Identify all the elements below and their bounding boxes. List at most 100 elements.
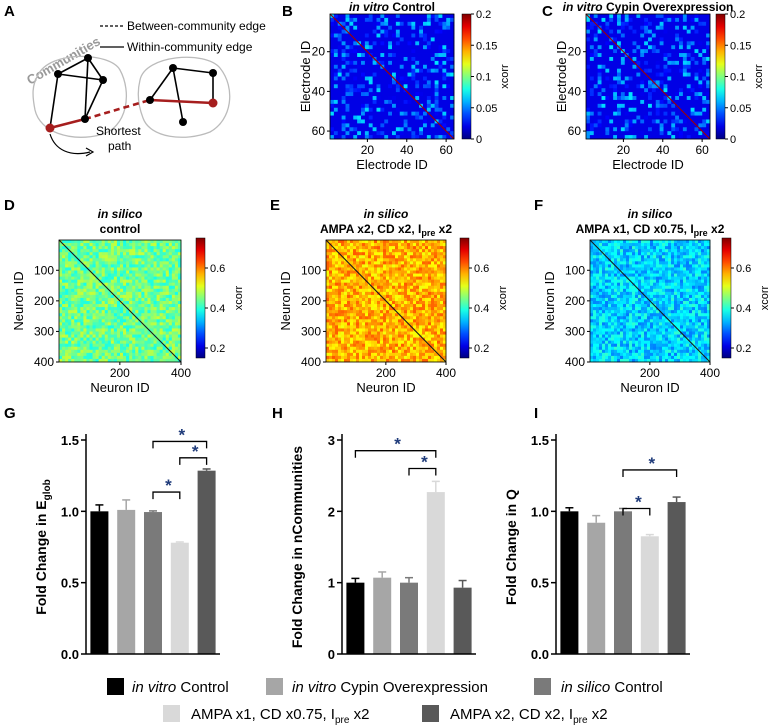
heatmap-cell xyxy=(344,255,348,259)
heatmap-cell xyxy=(353,68,358,73)
heatmap-cell xyxy=(419,313,423,317)
heatmap-cell xyxy=(162,346,167,351)
heatmap-cell xyxy=(392,258,396,262)
heatmap-cell xyxy=(431,243,435,247)
heatmap-cell xyxy=(147,267,151,271)
heatmap-cell xyxy=(126,261,130,265)
heatmap-cell xyxy=(675,49,680,54)
heatmap-cell xyxy=(388,99,393,105)
heatmap-cell xyxy=(98,316,102,320)
heatmap-cell xyxy=(620,107,626,112)
heatmap-cell xyxy=(392,243,396,247)
heatmap-cell xyxy=(159,352,163,357)
panel-letter-i: I xyxy=(534,405,538,422)
heatmap-cell xyxy=(686,88,691,93)
heatmap-cell xyxy=(162,316,167,320)
heatmap-cell xyxy=(171,340,176,344)
heatmap-cell xyxy=(123,291,127,296)
heatmap-cell xyxy=(347,322,351,326)
heatmap-cell xyxy=(434,72,439,77)
heatmap-cell xyxy=(126,288,130,293)
heatmap-cell xyxy=(86,358,90,363)
heatmap-cell xyxy=(132,255,136,259)
heatmap-cell xyxy=(628,14,633,19)
heatmap-cell xyxy=(395,88,401,93)
heatmap-cell xyxy=(419,243,423,247)
heatmap-cell xyxy=(388,135,393,140)
heatmap-cell xyxy=(95,319,99,323)
heatmap-cell xyxy=(411,37,416,42)
heatmap-cell xyxy=(667,88,672,93)
heatmap-cell xyxy=(415,131,420,136)
heatmap-cell xyxy=(407,246,411,250)
heatmap-cell xyxy=(349,49,354,54)
heatmap-cell xyxy=(347,264,351,268)
heatmap-cell xyxy=(144,240,148,244)
heatmap-cell xyxy=(174,346,179,351)
heatmap-cell xyxy=(659,80,664,85)
heatmap-cell xyxy=(59,310,63,314)
heatmap-cell xyxy=(419,64,424,69)
heatmap-cell xyxy=(388,41,393,46)
heatmap-cell xyxy=(62,310,66,314)
heatmap-cell xyxy=(399,14,404,19)
heatmap-cell xyxy=(446,33,451,38)
heatmap-cell xyxy=(426,72,432,77)
heatmap-cell xyxy=(428,322,432,326)
x-axis-label: Electrode ID xyxy=(612,157,684,172)
heatmap-cell xyxy=(686,84,691,89)
heatmap-cell xyxy=(636,123,641,128)
heatmap-cell xyxy=(401,297,405,302)
heatmap-cell xyxy=(95,352,99,357)
heatmap-cell xyxy=(624,80,629,85)
heatmap-cell xyxy=(430,45,435,50)
heatmap-cell xyxy=(329,331,333,335)
heatmap-cell xyxy=(101,255,106,259)
y-tick-label: 60 xyxy=(312,124,326,138)
heatmap-cell xyxy=(347,240,351,244)
heatmap-cell xyxy=(353,240,357,244)
heatmap-cell xyxy=(165,307,170,311)
heatmap-cell xyxy=(326,270,330,274)
heatmap-cell xyxy=(694,131,699,136)
heatmap-cell xyxy=(682,21,688,27)
heatmap-cell xyxy=(679,49,684,54)
heatmap-cell xyxy=(162,288,167,293)
heatmap-cell xyxy=(404,328,408,332)
heatmap-cell xyxy=(446,25,451,30)
heatmap-cell xyxy=(171,252,176,256)
heatmap-cell xyxy=(450,76,455,81)
heatmap-cell xyxy=(597,107,602,112)
heatmap-cell xyxy=(438,53,443,58)
heatmap-cell xyxy=(113,352,118,357)
heatmap-cell xyxy=(698,29,703,34)
heatmap-cell xyxy=(644,21,649,27)
heatmap-cell xyxy=(415,92,420,97)
heatmap-cell xyxy=(644,14,649,19)
heatmap-cell xyxy=(702,107,707,112)
heatmap-cell xyxy=(628,119,633,124)
heatmap-cell xyxy=(135,276,139,280)
heatmap-cell xyxy=(372,64,377,69)
heatmap-cell xyxy=(675,99,680,105)
heatmap-cell xyxy=(438,135,443,140)
heatmap-cell xyxy=(74,331,78,335)
heatmap-cell xyxy=(74,304,78,308)
heatmap-cell xyxy=(613,25,618,30)
heatmap-cell xyxy=(71,313,75,317)
heatmap-cell xyxy=(438,103,443,109)
heatmap-cell xyxy=(419,304,423,308)
heatmap-cell xyxy=(165,325,170,329)
heatmap-cell xyxy=(407,282,411,287)
heatmap-cell xyxy=(442,88,447,93)
heatmap-cell xyxy=(384,135,389,140)
heatmap-cell xyxy=(416,264,420,268)
heatmap-cell xyxy=(156,310,160,314)
heatmap-cell xyxy=(431,279,435,283)
heatmap-cell xyxy=(422,270,426,274)
heatmap-cell xyxy=(74,322,78,326)
heatmap-cell xyxy=(147,264,151,268)
heatmap-cell xyxy=(361,92,366,97)
heatmap-cell xyxy=(349,84,354,89)
heatmap-cell xyxy=(341,297,345,302)
